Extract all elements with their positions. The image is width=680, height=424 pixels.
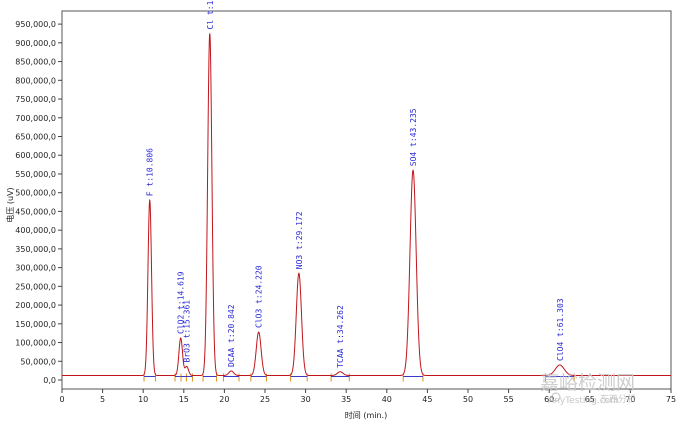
watermark-main-text: 嘉峪检测网 [540, 372, 635, 394]
y-tick-label: 700,000,0 [15, 114, 56, 123]
x-tick-label: 30 [301, 395, 311, 404]
y-tick-label: 800,000,0 [15, 76, 56, 85]
wechat-icon [551, 392, 561, 402]
x-tick-label: 40 [382, 395, 392, 404]
peak-label: NO3 t:29.172 [295, 211, 304, 269]
y-axis-title: 电压 (uV) [5, 187, 15, 222]
y-tick-label: 500,000,0 [15, 189, 56, 198]
x-axis-title: 时间 (min.) [345, 410, 387, 420]
x-tick-label: 60 [544, 395, 554, 404]
x-tick-label: 55 [504, 395, 514, 404]
peak-label: BrO3 t:15.361 [183, 300, 192, 363]
y-tick-label: 350,000,0 [15, 245, 56, 254]
y-tick-label: 850,000,0 [15, 58, 56, 67]
watermark-sub-text: AnyTesting.com [548, 396, 619, 406]
chromatogram-trace [62, 33, 671, 376]
x-tick-label: 70 [625, 395, 635, 404]
peak-label: DCAA t:20.842 [227, 304, 236, 367]
y-tick-label: 150,000,0 [15, 320, 56, 329]
x-tick-label: 10 [138, 395, 148, 404]
x-tick-label: 25 [260, 395, 270, 404]
y-tick-label: 50,000,0 [20, 357, 56, 366]
x-axis: 0 5 10 15 20 25 30 35 40 45 50 55 60 65 70 75 [59, 389, 676, 404]
peak-label: SO4 t:43.235 [409, 108, 418, 166]
x-tick-label: 5 [100, 395, 105, 404]
y-tick-label: 250,000,0 [15, 282, 56, 291]
x-tick-label: 0 [59, 395, 64, 404]
x-tick-label: 65 [585, 395, 595, 404]
peak-label: F t:10.806 [146, 148, 155, 196]
y-tick-label: 600,000,0 [15, 151, 56, 160]
x-tick-label: 50 [463, 395, 473, 404]
watermark: 嘉峪检测网 AnyTesting.com 东西分析 [540, 372, 636, 406]
peak-label: ClO3 t:24.220 [255, 265, 264, 328]
x-tick-label: 45 [422, 395, 432, 404]
y-tick-label: 300,000,0 [15, 264, 56, 273]
y-tick-label: 550,000,0 [15, 170, 56, 179]
y-axis: 0,0 50,000,0 100,000,0 150,000,0 200,000,0 25… [15, 20, 62, 385]
y-tick-label: 750,000,0 [15, 95, 56, 104]
x-tick-label: 75 [666, 395, 676, 404]
baseline-markers [143, 373, 575, 382]
y-tick-label: 0,0 [43, 376, 56, 385]
y-tick-label: 100,000,0 [15, 339, 56, 348]
y-tick-label: 900,000,0 [15, 39, 56, 48]
y-tick-label: 650,000,0 [15, 132, 56, 141]
x-tick-label: 35 [341, 395, 351, 404]
peak-label: ClO4 t:61.303 [556, 298, 565, 361]
y-tick-label: 200,000,0 [15, 301, 56, 310]
x-tick-label: 15 [179, 395, 189, 404]
y-tick-label: 450,000,0 [15, 207, 56, 216]
y-tick-label: 950,000,0 [15, 20, 56, 29]
y-tick-label: 400,000,0 [15, 226, 56, 235]
x-tick-label: 20 [219, 395, 229, 404]
peak-label: ClO2 t:14.619 [177, 271, 186, 334]
watermark-badge-text: 东西分析 [600, 393, 636, 405]
peak-label: TCAA t:34.262 [336, 305, 345, 368]
peak-label: Cl t:18.199 [206, 0, 215, 30]
plot-area [61, 10, 672, 390]
